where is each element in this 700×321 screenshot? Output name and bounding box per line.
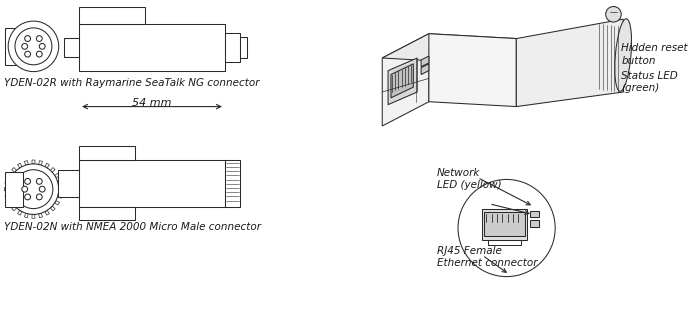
Text: YDEN-02R with Raymarine SeaTalk NG connector: YDEN-02R with Raymarine SeaTalk NG conne… (4, 78, 260, 88)
Bar (530, 220, 539, 227)
Text: 54 mm: 54 mm (132, 98, 172, 108)
Polygon shape (45, 163, 49, 168)
Polygon shape (38, 213, 43, 218)
Circle shape (22, 43, 27, 49)
Circle shape (39, 186, 45, 192)
Polygon shape (4, 188, 8, 191)
Circle shape (36, 36, 42, 41)
Bar (79, 6, 145, 24)
Bar (225, 160, 240, 207)
Bar (484, 213, 525, 236)
Text: Hidden reset: Hidden reset (621, 43, 688, 53)
Circle shape (25, 51, 31, 57)
Polygon shape (55, 201, 60, 205)
Text: Network: Network (437, 168, 480, 178)
Circle shape (606, 6, 621, 22)
Polygon shape (382, 34, 517, 63)
Polygon shape (25, 213, 28, 218)
Polygon shape (391, 64, 413, 98)
Bar (225, 33, 240, 62)
Bar (6, 28, 23, 65)
Polygon shape (32, 214, 35, 218)
Polygon shape (429, 34, 517, 107)
Polygon shape (12, 206, 17, 211)
Bar (6, 172, 23, 207)
Polygon shape (5, 180, 9, 184)
Text: LED (yellow): LED (yellow) (437, 180, 501, 190)
Text: Ethernet connector: Ethernet connector (437, 258, 537, 268)
Polygon shape (57, 180, 62, 184)
Text: Status LED: Status LED (621, 71, 678, 81)
Circle shape (36, 194, 42, 200)
Circle shape (8, 21, 59, 72)
Bar (57, 170, 79, 197)
Polygon shape (388, 58, 417, 105)
Bar (240, 37, 247, 58)
Polygon shape (5, 195, 9, 198)
Polygon shape (18, 210, 22, 215)
Polygon shape (8, 173, 13, 178)
Polygon shape (57, 195, 62, 198)
Polygon shape (59, 188, 62, 191)
Polygon shape (18, 163, 22, 168)
Bar (530, 211, 539, 217)
Polygon shape (45, 210, 49, 215)
Polygon shape (25, 160, 28, 165)
Polygon shape (421, 64, 429, 74)
Circle shape (36, 178, 42, 184)
Circle shape (36, 51, 42, 57)
Text: button: button (621, 56, 656, 66)
Polygon shape (32, 160, 35, 164)
Bar (482, 209, 527, 240)
Polygon shape (8, 201, 13, 205)
Polygon shape (55, 173, 60, 178)
Polygon shape (50, 168, 55, 172)
Circle shape (8, 164, 59, 214)
Polygon shape (517, 19, 623, 107)
Circle shape (22, 186, 27, 192)
Polygon shape (50, 206, 55, 211)
Text: (green): (green) (621, 83, 659, 93)
Circle shape (25, 36, 31, 41)
Text: YDEN-02N with NMEA 2000 Micro Male connector: YDEN-02N with NMEA 2000 Micro Male conne… (4, 222, 261, 232)
Circle shape (25, 194, 31, 200)
Circle shape (25, 178, 31, 184)
Circle shape (14, 170, 53, 209)
Bar (79, 160, 225, 207)
Polygon shape (382, 34, 429, 126)
Circle shape (39, 43, 45, 49)
Bar (79, 24, 225, 71)
Polygon shape (38, 160, 43, 165)
Polygon shape (12, 168, 17, 172)
Circle shape (458, 179, 555, 277)
Ellipse shape (615, 19, 631, 91)
Text: RJ45 Female: RJ45 Female (437, 246, 501, 256)
Polygon shape (421, 56, 429, 67)
Bar (79, 207, 136, 220)
Bar (79, 146, 136, 160)
Bar (64, 38, 79, 57)
Circle shape (15, 28, 52, 65)
